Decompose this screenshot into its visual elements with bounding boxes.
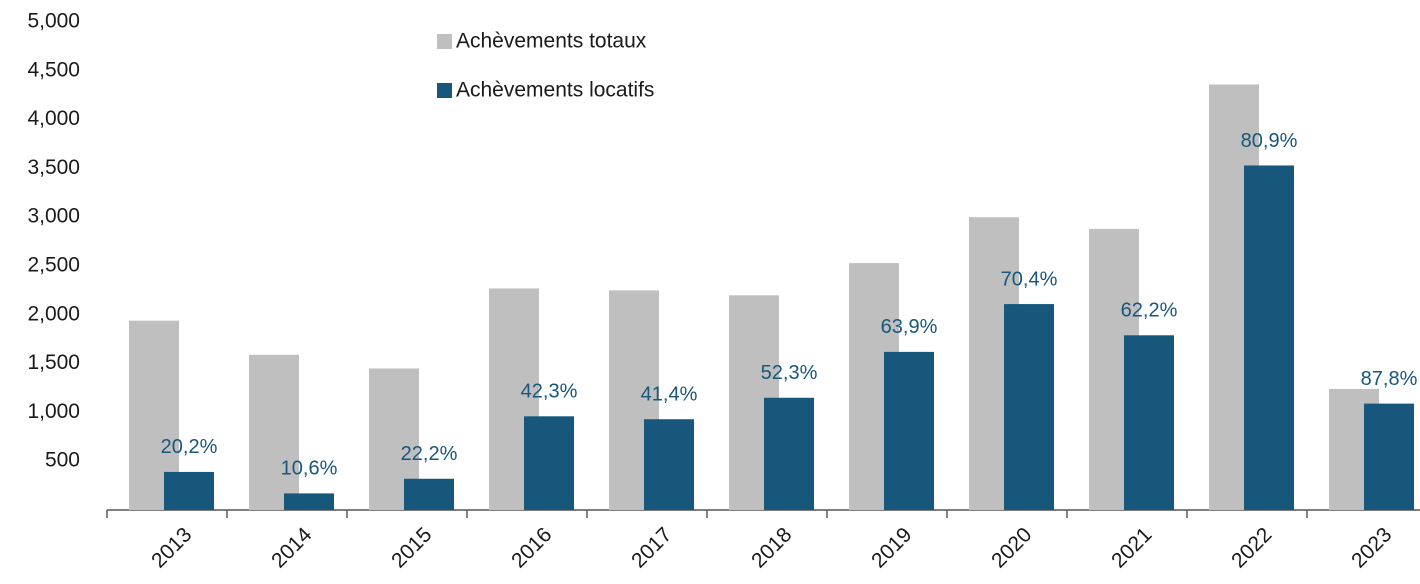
x-tick-label: 2020 [987, 523, 1036, 572]
percent-label: 80,9% [1241, 130, 1298, 152]
percent-label: 42,3% [521, 381, 578, 403]
x-tick-label: 2023 [1347, 523, 1396, 572]
bar-total [249, 354, 299, 510]
x-tick-label: 2014 [267, 523, 317, 573]
percent-label: 41,4% [641, 384, 698, 406]
percent-label: 10,6% [281, 458, 338, 480]
y-tick-label: 2,500 [27, 254, 80, 277]
y-tick-label: 2,000 [27, 302, 80, 325]
percent-label: 20,2% [161, 436, 218, 458]
percent-label: 63,9% [881, 316, 938, 338]
legend-label: Achèvements totaux [456, 30, 647, 53]
bar-rental [764, 397, 814, 510]
percent-label: 22,2% [401, 443, 458, 465]
x-tick-label: 2013 [147, 523, 196, 572]
legend-label: Achèvements locatifs [456, 79, 654, 102]
x-tick-label: 2022 [1227, 523, 1276, 572]
percent-label: 87,8% [1361, 368, 1418, 390]
y-tick-label: 5,000 [27, 10, 80, 33]
percent-label: 52,3% [761, 362, 818, 384]
x-tick-label: 2015 [387, 523, 436, 572]
y-tick-label: 3,500 [27, 156, 80, 179]
legend-swatch [437, 83, 452, 98]
x-tick-label: 2016 [507, 523, 556, 572]
y-tick-label: 1,500 [27, 351, 80, 374]
y-tick-label: 1,000 [27, 400, 80, 423]
x-tick-label: 2017 [627, 523, 676, 572]
legend-swatch [437, 34, 452, 49]
x-tick-label: 2018 [747, 523, 796, 572]
bar-rental [1004, 304, 1054, 510]
bar-rental [404, 478, 454, 510]
bar-rental [644, 419, 694, 510]
x-tick-label: 2019 [867, 523, 916, 572]
y-tick-label: 500 [45, 449, 80, 472]
bar-rental [1364, 403, 1414, 510]
bar-rental [1124, 335, 1174, 510]
y-tick-label: 4,000 [27, 107, 80, 130]
y-tick-label: 4,500 [27, 58, 80, 81]
x-tick-label: 2021 [1107, 523, 1156, 572]
percent-label: 62,2% [1121, 300, 1178, 322]
y-tick-label: 3,000 [27, 205, 80, 228]
bar-rental [164, 471, 214, 510]
bar-rental [524, 416, 574, 510]
bar-rental [1244, 165, 1294, 511]
bar-rental [884, 351, 934, 510]
percent-label: 70,4% [1001, 268, 1058, 290]
bar-rental [284, 493, 334, 510]
